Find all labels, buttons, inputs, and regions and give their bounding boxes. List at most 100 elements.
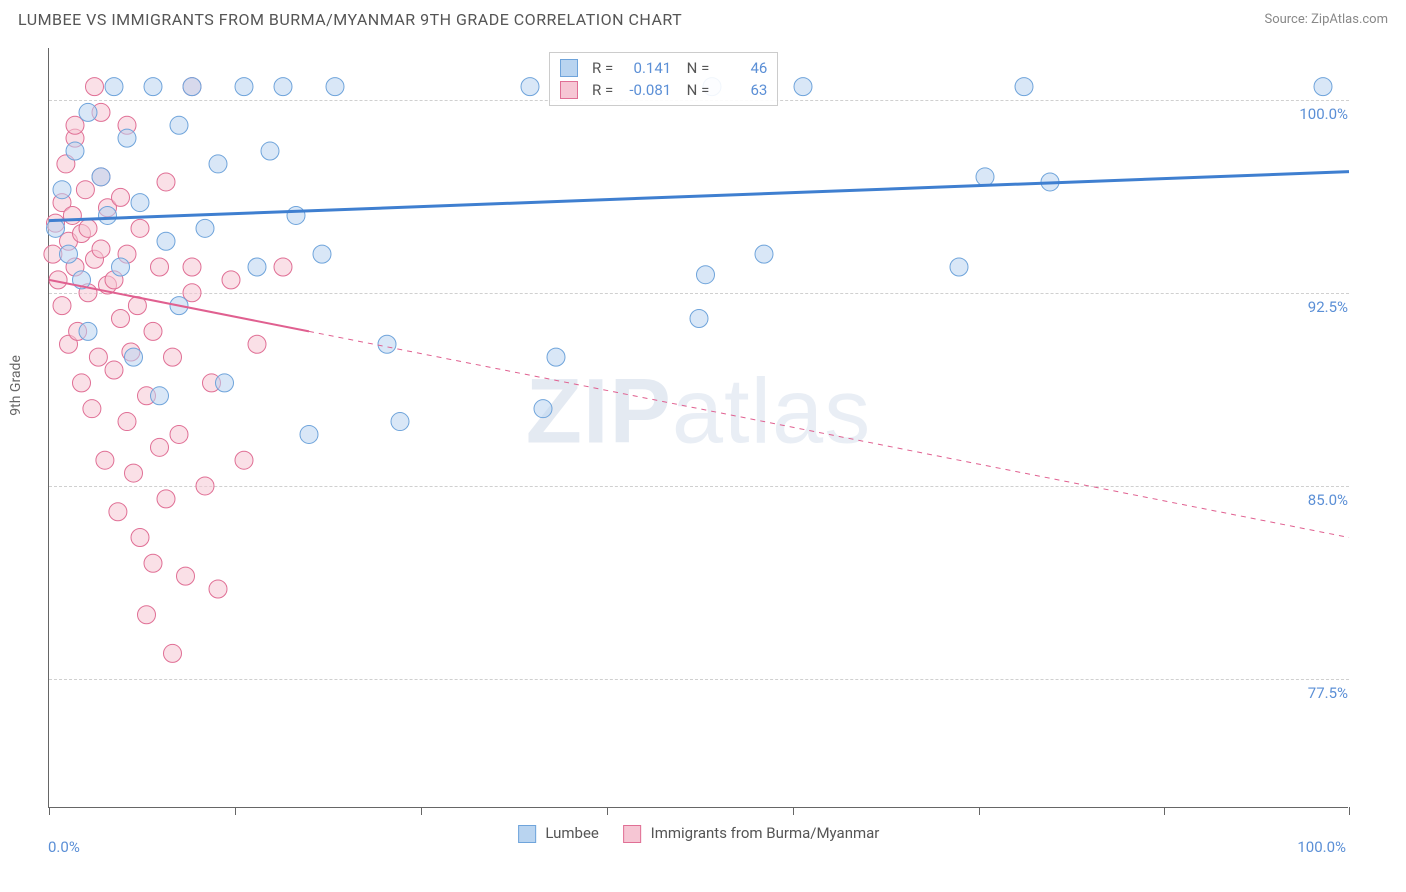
data-point <box>170 425 188 443</box>
data-point <box>209 580 227 598</box>
data-point <box>1314 78 1332 96</box>
data-point <box>99 206 117 224</box>
scatter-plot <box>49 48 1349 808</box>
data-point <box>151 387 169 405</box>
data-point <box>53 181 71 199</box>
data-point <box>248 258 266 276</box>
data-point <box>86 78 104 96</box>
data-point <box>144 554 162 572</box>
data-point <box>157 490 175 508</box>
data-point <box>196 219 214 237</box>
x-tick <box>979 807 980 815</box>
stats-legend: R =0.141 N =46 R =-0.081 N =63 <box>549 52 778 106</box>
data-point <box>79 219 97 237</box>
x-label-min: 0.0% <box>48 838 80 856</box>
data-point <box>235 451 253 469</box>
data-point <box>183 258 201 276</box>
data-point <box>109 503 127 521</box>
data-point <box>196 477 214 495</box>
data-point <box>248 335 266 353</box>
data-point <box>66 142 84 160</box>
data-point <box>96 451 114 469</box>
x-tick <box>793 807 794 815</box>
legend-label-2: Immigrants from Burma/Myanmar <box>651 824 880 842</box>
data-point <box>326 78 344 96</box>
data-point <box>274 258 292 276</box>
data-point <box>92 240 110 258</box>
data-point <box>131 194 149 212</box>
swatch-series-2 <box>560 81 578 99</box>
data-point <box>164 644 182 662</box>
x-tick <box>421 807 422 815</box>
data-point <box>76 181 94 199</box>
data-point <box>79 103 97 121</box>
data-point <box>92 168 110 186</box>
swatch-series-1 <box>560 59 578 77</box>
data-point <box>177 567 195 585</box>
data-point <box>138 606 156 624</box>
data-point <box>274 78 292 96</box>
legend-item-1: Lumbee <box>518 824 599 843</box>
data-point <box>216 374 234 392</box>
data-point <box>391 413 409 431</box>
data-point <box>60 245 78 263</box>
data-point <box>105 78 123 96</box>
source-label: Source: ZipAtlas.com <box>1264 12 1388 27</box>
chart-title: LUMBEE VS IMMIGRANTS FROM BURMA/MYANMAR … <box>18 10 682 29</box>
x-tick <box>49 807 50 815</box>
stats-row-1: R =0.141 N =46 <box>560 57 767 79</box>
data-point <box>697 266 715 284</box>
data-point <box>976 168 994 186</box>
trend-line-extrapolated <box>309 331 1349 537</box>
data-point <box>131 528 149 546</box>
data-point <box>183 78 201 96</box>
data-point <box>547 348 565 366</box>
data-point <box>144 322 162 340</box>
data-point <box>73 374 91 392</box>
x-tick <box>1164 807 1165 815</box>
data-point <box>521 78 539 96</box>
y-axis-label: 9th Grade <box>8 355 24 416</box>
data-point <box>112 310 130 328</box>
data-point <box>105 361 123 379</box>
data-point <box>235 78 253 96</box>
legend-item-2: Immigrants from Burma/Myanmar <box>623 824 880 843</box>
x-tick <box>1349 807 1350 815</box>
data-point <box>112 258 130 276</box>
data-point <box>131 219 149 237</box>
x-tick <box>235 807 236 815</box>
data-point <box>151 438 169 456</box>
data-point <box>313 245 331 263</box>
legend-label-1: Lumbee <box>545 824 599 842</box>
data-point <box>794 78 812 96</box>
data-point <box>690 310 708 328</box>
data-point <box>63 206 81 224</box>
data-point <box>118 129 136 147</box>
plot-area: ZIPatlas 100.0%92.5%85.0%77.5% R =0.141 … <box>48 48 1348 808</box>
x-label-max: 100.0% <box>1297 838 1346 856</box>
data-point <box>79 322 97 340</box>
data-point <box>170 116 188 134</box>
x-tick <box>607 807 608 815</box>
data-point <box>53 297 71 315</box>
data-point <box>222 271 240 289</box>
data-point <box>157 173 175 191</box>
legend-swatch-2 <box>623 825 641 843</box>
data-point <box>164 348 182 366</box>
data-point <box>378 335 396 353</box>
data-point <box>89 348 107 366</box>
data-point <box>118 413 136 431</box>
data-point <box>157 232 175 250</box>
legend-swatch-1 <box>518 825 536 843</box>
trend-line <box>49 172 1349 221</box>
data-point <box>209 155 227 173</box>
data-point <box>755 245 773 263</box>
data-point <box>534 400 552 418</box>
data-point <box>261 142 279 160</box>
chart-container: 9th Grade ZIPatlas 100.0%92.5%85.0%77.5%… <box>48 48 1388 828</box>
data-point <box>300 425 318 443</box>
data-point <box>1015 78 1033 96</box>
stats-row-2: R =-0.081 N =63 <box>560 79 767 101</box>
data-point <box>287 206 305 224</box>
data-point <box>151 258 169 276</box>
